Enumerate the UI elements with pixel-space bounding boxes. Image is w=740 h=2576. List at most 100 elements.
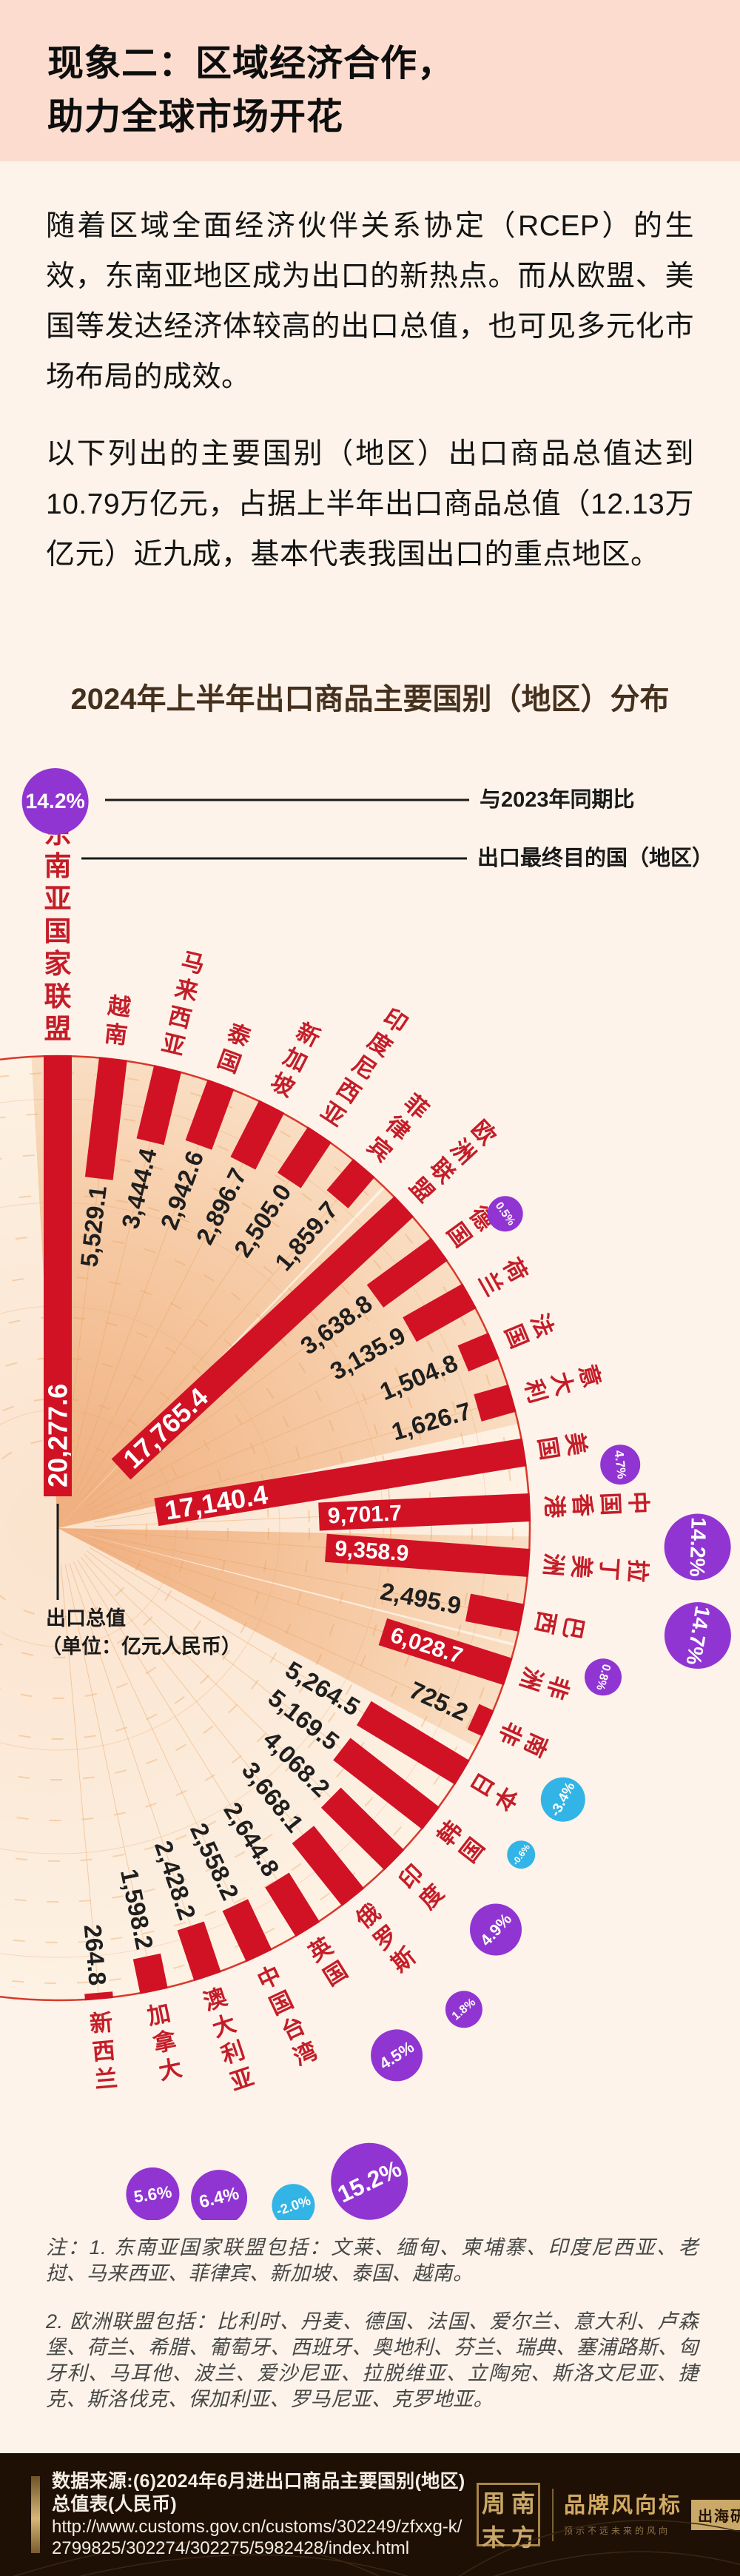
label-char: 意 (574, 1362, 605, 1390)
label-char: 洲 (539, 1553, 567, 1577)
label-char: 丁 (596, 1556, 623, 1581)
bar-马来西亚 (136, 1065, 182, 1146)
label-char: 越 (107, 992, 133, 1020)
label-char: 南 (44, 851, 72, 881)
pct-bubble-新西兰: 5.6% (126, 2167, 180, 2220)
bar-德国 (366, 1237, 448, 1308)
grid-radial-line (94, 1535, 522, 1618)
label-东南亚国家联盟: 东南亚国家联盟 (44, 818, 72, 1044)
label-韩国: 韩国 (433, 1816, 490, 1867)
bar-新西兰 (84, 1991, 113, 2001)
grid-dash-arc (0, 1398, 188, 1658)
chart-legend: 与2023年同期比 出口最终目的国（地区） (81, 787, 713, 870)
pct-bubble-英国: 4.5% (371, 2029, 423, 2082)
bar-英国 (265, 1872, 320, 1937)
label-char: 国 (500, 1321, 532, 1352)
label-意大利: 意大利 (520, 1362, 605, 1406)
chart-title: 2024年上半年出口商品主要国别（地区）分布 (71, 683, 670, 716)
pct-bubble-韩国: -0.6% (507, 1840, 536, 1869)
label-印度: 印度 (394, 1860, 449, 1914)
bar-泰国 (185, 1079, 235, 1150)
label-char: 联 (44, 981, 72, 1012)
label-char: 来 (172, 975, 201, 1005)
notes-section: 注：1. 东南亚国家联盟包括：文莱、缅甸、柬埔寨、印度尼西亚、老挝、马来西亚、菲… (0, 2220, 740, 2453)
pct-bubble-欧洲联盟: 0.5% (487, 1196, 523, 1232)
pct-bubble-非洲: 0.8% (585, 1658, 622, 1696)
note-eu: 2. 欧洲联盟包括：比利时、丹麦、德国、法国、爱尔兰、意大利、卢森堡、荷兰、希腊… (46, 2310, 699, 2410)
grid-radial-line (78, 1134, 320, 1498)
label-菲律宾: 菲律宾 (363, 1089, 434, 1167)
bar-美国 (154, 1438, 527, 1527)
pct-bubble-东南亚国家联盟: 14.2% (21, 768, 89, 835)
label-char: 国 (44, 916, 72, 946)
label-荷兰: 荷兰 (474, 1254, 532, 1300)
label-char: 兰 (93, 2065, 118, 2094)
bar-欧洲联盟 (111, 1196, 414, 1480)
label-char: 大 (156, 2055, 184, 2085)
label-char: 亚 (227, 2063, 258, 2095)
label-char: 国 (597, 1492, 624, 1516)
label-美国: 美国 (534, 1430, 591, 1462)
grid-radial-line (70, 1085, 221, 1494)
pct-bubble-印度: 4.9% (470, 1903, 522, 1956)
label-char: 中 (625, 1490, 652, 1514)
pct-bubble-俄罗斯: 1.8% (445, 1991, 482, 2028)
label-char: 家 (44, 949, 72, 979)
pct-bubble-日本: -3.4% (540, 1777, 585, 1822)
label-南非: 南非 (494, 1718, 552, 1761)
unit-note-line2: （单位：亿元人民币） (41, 1635, 241, 1658)
bar-东南亚国家联盟 (44, 1055, 72, 1496)
label-加拿大: 加拿大 (145, 2000, 184, 2085)
bar-中国香港 (318, 1493, 531, 1531)
pct-bubble-中国台湾: 15.2% (331, 2142, 408, 2220)
label-char: 西 (91, 2037, 116, 2065)
grid-dash-arc (0, 1439, 147, 1618)
intro-paragraph-1: 随着区域全面经济伙伴关系协定（RCEP）的生效，东南亚地区成为出口的新热点。而从… (46, 210, 694, 393)
bar-新加坡 (230, 1100, 285, 1170)
label-日本: 日本 (466, 1769, 525, 1816)
label-char: 大 (547, 1369, 578, 1398)
grid-dash-arc (0, 1072, 514, 1984)
brand-name: 品牌风向标 (564, 2493, 683, 2518)
label-char: 国 (534, 1435, 563, 1462)
bar-荷兰 (403, 1283, 477, 1342)
seal-char: 南 (511, 2490, 535, 2517)
value-新西兰: 264.8 (79, 1923, 112, 1987)
pct-bubble-拉丁美洲: 14.7% (664, 1602, 731, 1669)
source-accent-bar (31, 2476, 40, 2553)
label-char: 香 (569, 1493, 596, 1517)
label-char: 泰 (223, 1019, 255, 1052)
label-越南: 越南 (103, 992, 132, 1049)
label-char: 利 (520, 1376, 551, 1405)
svg-text:14.2%: 14.2% (684, 1517, 710, 1577)
label-char: 拿 (150, 2027, 179, 2057)
bar-拉丁美洲 (325, 1533, 531, 1577)
value-中国香港: 9,701.7 (327, 1501, 402, 1528)
label-char: 国 (214, 1046, 244, 1078)
label-char: 新 (89, 2009, 114, 2037)
label-char: 大 (209, 2010, 240, 2042)
label-char: 盟 (44, 1014, 72, 1044)
bar-越南 (84, 1057, 127, 1180)
intro-section: 随着区域全面经济伙伴关系协定（RCEP）的生效，东南亚地区成为出口的新热点。而从… (0, 161, 740, 651)
grid-radial-line (77, 1559, 308, 1929)
label-char: 非 (494, 1718, 527, 1749)
hero-title-block: 现象二：区域经济合作， 助力全球市场开花 (0, 0, 740, 161)
label-char: 加 (145, 2000, 173, 2030)
value-拉丁美洲: 9,358.9 (334, 1536, 409, 1566)
page-title: 现象二：区域经济合作， 助力全球市场开花 (0, 0, 740, 144)
label-char: 西 (166, 1002, 194, 1032)
value-东南亚国家联盟: 20,277.6 (43, 1384, 73, 1487)
pct-bubble-美国: 4.7% (600, 1445, 641, 1485)
label-char: 马 (179, 947, 207, 978)
grid-dash-arc (0, 1357, 229, 1699)
bar-印度 (320, 1787, 405, 1871)
source-url: http://www.customs.gov.cn/customs/302249… (52, 2517, 462, 2558)
report-badge: 出海研报 (691, 2499, 740, 2530)
label-巴西: 巴西 (531, 1609, 588, 1641)
page-title-line2: 助力全球市场开花 (47, 97, 344, 137)
